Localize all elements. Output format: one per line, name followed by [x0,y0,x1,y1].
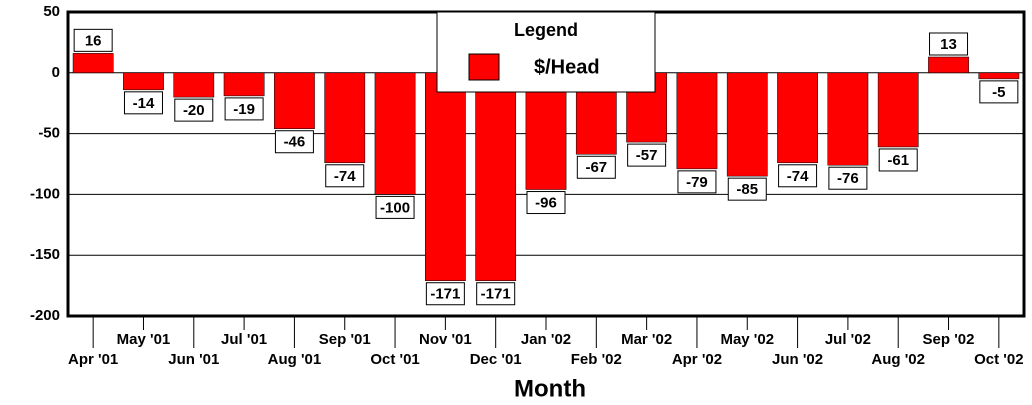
bar [274,72,315,129]
legend-label: $/Head [534,56,600,78]
x-tick-label: Apr '02 [672,351,722,368]
value-label-box [828,166,868,190]
legend-swatch [468,53,500,81]
value-label: -20 [183,102,205,119]
value-label-box [979,80,1019,104]
value-label-box [727,177,767,201]
value-label-box [274,130,314,154]
x-tick-label: Mar '02 [621,331,672,348]
value-label: -96 [535,195,557,212]
bar [777,72,818,164]
y-tick-label: -200 [30,307,60,324]
x-tick-label: Dec '01 [470,351,522,368]
x-tick-label: Jan '02 [521,331,571,348]
bar [676,72,718,170]
x-tick-label: Apr '01 [68,351,118,368]
x-tick-label: Sep '02 [923,331,975,348]
value-label: -171 [430,286,460,303]
value-label: -74 [787,168,809,185]
x-tick-label: Sep '01 [319,331,371,348]
bar [928,56,969,74]
value-label: -14 [133,95,155,112]
value-label: -61 [887,152,909,169]
bar [978,72,1020,80]
x-tick-label: Jun '02 [772,351,823,368]
value-label-box [576,155,616,179]
x-tick-label: Jul '01 [221,331,267,348]
x-tick-label: Oct '01 [370,351,419,368]
bar [424,72,466,281]
value-label-box [123,91,163,115]
value-label-box [224,97,264,121]
value-label: 16 [85,32,102,49]
legend-title: Legend [514,20,578,40]
x-tick-label: Oct '02 [974,351,1023,368]
value-label: -19 [233,101,255,118]
x-tick-label: Jun '01 [168,351,219,368]
value-label-box [375,195,415,219]
value-label: -67 [585,159,607,176]
value-label-box [929,32,969,56]
y-tick-label: 0 [52,64,60,81]
value-label: -79 [686,174,708,191]
y-tick-label: 50 [43,3,60,20]
bar [877,72,919,148]
bar [324,72,366,164]
value-label: -85 [736,181,758,198]
x-tick-label: Feb '02 [571,351,622,368]
y-tick-label: -50 [38,125,60,142]
value-label-box [325,164,365,188]
bar [223,72,265,97]
x-axis-title: Month [514,375,586,402]
value-label-box [526,191,566,215]
value-label: -46 [284,134,306,151]
value-label: -5 [992,84,1005,101]
x-tick-label: Aug '02 [871,351,925,368]
bar [827,72,869,166]
value-label: -76 [837,170,859,187]
x-tick-label: Nov '01 [419,331,472,348]
bar [123,72,164,91]
x-tick-label: May '02 [720,331,774,348]
value-label-box [627,143,667,167]
y-tick-label: -150 [30,246,60,263]
value-label-box [677,170,717,194]
x-tick-label: May '01 [117,331,171,348]
value-label: -171 [481,286,511,303]
bar [475,72,517,281]
bar [72,53,114,74]
bar [173,72,215,98]
y-tick-label: -100 [30,185,60,202]
value-label: -57 [636,147,658,164]
value-label: 13 [940,36,957,53]
value-label-box [476,282,516,306]
value-label: -100 [380,199,410,216]
value-label-box [174,98,214,122]
x-tick-label: Aug '01 [268,351,322,368]
x-tick-label: Jul '02 [825,331,871,348]
value-label-box [778,164,818,188]
value-label-box [425,282,465,306]
value-label-box [73,28,113,52]
bar [374,72,416,195]
value-label-box [878,148,918,172]
bar [726,72,768,177]
value-label: -74 [334,168,356,185]
